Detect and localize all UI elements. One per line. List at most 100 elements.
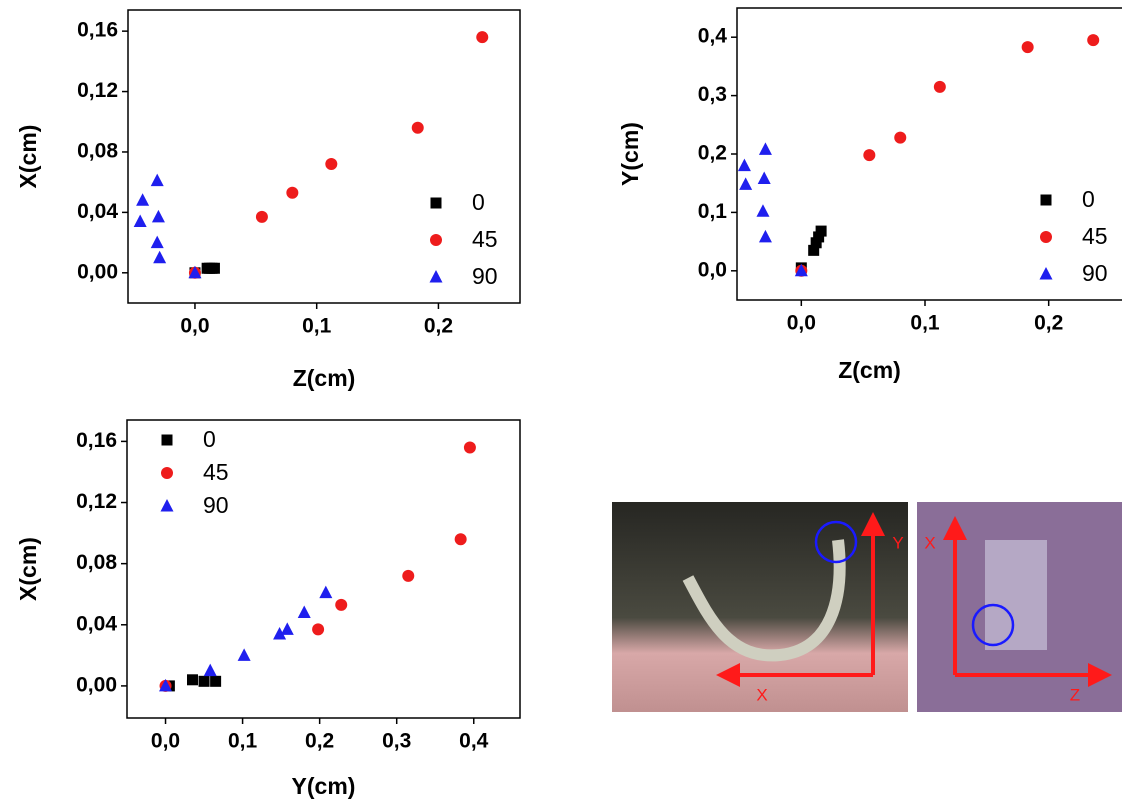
x-tick-label: 0,3: [382, 730, 411, 753]
legend-label: 0: [203, 426, 216, 452]
legend-label: 0: [472, 189, 485, 215]
legend-marker: [430, 234, 442, 246]
legend-marker: [1040, 231, 1052, 243]
point: [463, 441, 476, 454]
plot-frame: [127, 9, 521, 304]
point: [808, 244, 820, 256]
scatter-chart: 0,0 0,1 0,2 0,00 0,04 0,08 0,12 0,16 Z(cm) X(cm) 0…: [15, 9, 521, 391]
point: [208, 262, 220, 274]
point: [810, 237, 822, 249]
x-tick-label: 0,1: [228, 730, 258, 753]
point: [335, 598, 348, 611]
y-tick-label: 0,12: [77, 79, 118, 102]
x-tick-label: 0,2: [424, 315, 453, 338]
y-tick-label: 0,1: [698, 200, 728, 223]
point: [1021, 41, 1034, 54]
legend-label: 90: [472, 263, 498, 289]
points: [159, 441, 476, 692]
point: [133, 214, 147, 227]
y-tick-label: 0,2: [698, 142, 727, 165]
point: [198, 675, 210, 687]
axis-letter: X: [924, 533, 935, 552]
point: [150, 173, 164, 187]
y-tick-label: 0,4: [698, 25, 728, 48]
point: [756, 204, 770, 217]
point: [757, 171, 771, 185]
point: [454, 533, 467, 546]
scatter-chart: 0,0 0,1 0,2 0,3 0,4 0,00 0,04 0,08 0,12 0,16 Y(cm)…: [15, 419, 521, 799]
points: [737, 34, 1100, 277]
point: [210, 675, 222, 687]
legend-label: 0: [1082, 186, 1095, 212]
legend-label: 45: [203, 459, 229, 485]
point: [136, 193, 150, 206]
y-tick-label: 0,04: [77, 200, 118, 223]
point: [187, 674, 198, 686]
legend-marker: [1039, 267, 1053, 280]
point: [402, 569, 415, 582]
point: [863, 149, 876, 162]
x-axis-title: Y(cm): [292, 773, 356, 799]
point: [411, 121, 424, 134]
point: [813, 231, 825, 243]
point: [1087, 34, 1100, 47]
point: [203, 663, 217, 677]
point: [894, 131, 907, 144]
y-tick-label: 0,04: [76, 612, 117, 635]
plot-frame: [736, 7, 1122, 301]
y-tick-label: 0,16: [76, 429, 117, 452]
x-tick-label: 0,1: [302, 315, 332, 338]
x-tick-label: 0,1: [910, 312, 940, 335]
legend-marker: [429, 270, 443, 283]
x-tick-label: 0,0: [180, 315, 209, 338]
point: [319, 585, 333, 599]
legend-label: 90: [1082, 260, 1108, 286]
y-tick-label: 0,16: [77, 19, 118, 42]
legend-label: 45: [472, 226, 498, 252]
x-tick-label: 0,0: [151, 730, 180, 753]
point: [150, 235, 164, 249]
x-axis-title: Z(cm): [838, 357, 901, 383]
point: [933, 80, 946, 93]
y-tick-label: 0,00: [76, 673, 117, 696]
point: [758, 142, 772, 155]
point: [188, 265, 202, 279]
point: [815, 225, 827, 237]
x-tick-label: 0,0: [787, 312, 816, 335]
legend-label: 45: [1082, 223, 1108, 249]
legend-marker: [161, 467, 173, 479]
point: [153, 250, 167, 264]
point: [794, 263, 808, 277]
x-tick-label: 0,4: [459, 730, 489, 753]
point: [325, 158, 338, 171]
y-tick-label: 0,12: [76, 490, 117, 513]
point: [312, 623, 325, 636]
y-tick-label: 0,3: [698, 83, 727, 106]
point: [237, 648, 251, 661]
legend-marker: [430, 197, 442, 209]
plot-frame: [126, 419, 521, 719]
photo-side: Y X: [612, 502, 908, 712]
y-axis-title: Y(cm): [617, 122, 643, 186]
y-tick-label: 0,08: [76, 551, 117, 574]
point: [737, 158, 751, 172]
legend-label: 90: [203, 492, 229, 518]
legend-marker: [161, 434, 173, 446]
x-tick-label: 0,2: [305, 730, 334, 753]
y-axis-title: X(cm): [15, 125, 41, 189]
point: [151, 209, 165, 223]
point: [159, 678, 173, 692]
y-tick-label: 0,0: [698, 258, 727, 281]
scatter-chart: 0,0 0,1 0,2 0,0 0,1 0,2 0,3 0,4 Z(cm) Y(cm) 0 45 90: [617, 7, 1122, 383]
y-tick-label: 0,00: [77, 260, 118, 283]
axis-letter: X: [756, 685, 767, 704]
x-tick-label: 0,2: [1034, 312, 1063, 335]
point: [255, 210, 268, 223]
point: [476, 31, 489, 44]
point: [297, 605, 311, 619]
x-axis-title: Z(cm): [293, 365, 356, 391]
photo-top: X Z: [917, 502, 1122, 712]
points: [133, 31, 489, 279]
axis-letter: Y: [892, 533, 903, 552]
